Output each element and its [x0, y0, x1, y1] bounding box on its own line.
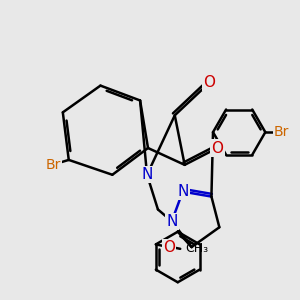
Text: CH₃: CH₃	[186, 242, 209, 255]
Text: O: O	[212, 140, 224, 155]
Text: O: O	[203, 75, 215, 90]
Text: N: N	[141, 167, 153, 182]
Text: O: O	[163, 240, 175, 255]
Text: N: N	[166, 214, 178, 229]
Text: Br: Br	[274, 125, 290, 139]
Text: Br: Br	[45, 158, 61, 172]
Text: N: N	[177, 184, 188, 199]
